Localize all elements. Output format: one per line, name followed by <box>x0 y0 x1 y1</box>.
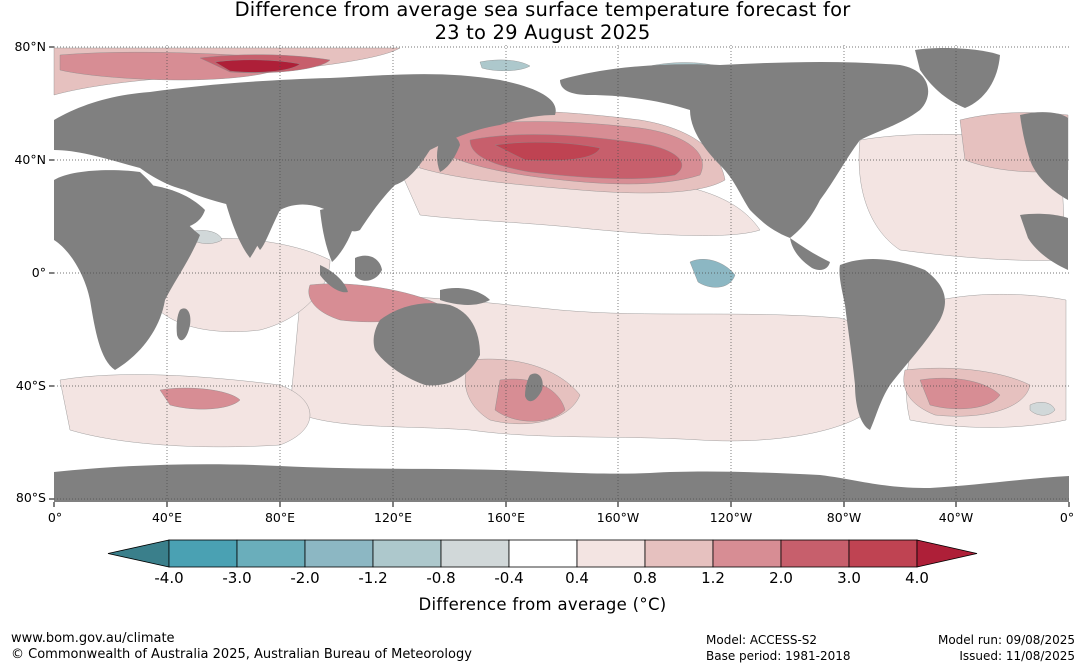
colorbar-tick-label: -0.4 <box>494 569 524 587</box>
colorbar-title: Difference from average (°C) <box>418 595 667 614</box>
graticule <box>54 45 1069 502</box>
colorbar-tick-label: -1.2 <box>358 569 388 587</box>
land-india <box>225 199 270 258</box>
lat-label-80s: 80°S <box>15 490 46 505</box>
colorbar-tick-label: -3.0 <box>222 569 252 587</box>
lon-label-160w: 160°W <box>596 510 640 525</box>
colorbar-box-3 <box>372 539 442 568</box>
colorbar-tick-label: 1.2 <box>701 569 725 587</box>
lat-label-80n: 80°N <box>14 39 46 54</box>
land-antarctica <box>54 464 1069 502</box>
colorbar-tick-label: 0.8 <box>633 569 657 587</box>
lat-label-equator: 0° <box>31 265 46 280</box>
lon-label-0-right: 0° <box>1059 510 1075 525</box>
lon-label-120e: 120°E <box>373 510 413 525</box>
land-central-america <box>790 238 830 270</box>
lon-label-40w: 40°W <box>938 510 974 525</box>
colorbar-box-5 <box>508 539 578 568</box>
anomaly-cool-equatorial-pacific <box>689 259 736 288</box>
colorbar-tick-label: 4.0 <box>905 569 929 587</box>
anomaly-cool-south-atlantic <box>1029 402 1056 416</box>
land-sumatra <box>320 265 348 293</box>
lon-label-160e: 160°E <box>486 510 526 525</box>
colorbar-box-8 <box>712 539 782 568</box>
colorbar-box-2 <box>304 539 374 568</box>
lon-label-120w: 120°W <box>709 510 753 525</box>
map-title-line1: Difference from average sea surface temp… <box>234 0 851 21</box>
lon-label-80w: 80°W <box>826 510 862 525</box>
land-indochina <box>320 208 355 262</box>
colorbar-box-7 <box>644 539 714 568</box>
anomaly-cool-arctic-pacific <box>479 59 531 71</box>
colorbar-box-10 <box>848 539 918 568</box>
land-africa <box>54 170 200 370</box>
land-north-america <box>560 61 929 238</box>
land-madagascar <box>176 308 191 341</box>
footer-model: Model: ACCESS-S2 <box>706 633 818 647</box>
footer-model-run: Model run: 09/08/2025 <box>937 633 1075 647</box>
map-title-line2: 23 to 29 August 2025 <box>434 21 651 44</box>
footer-copyright: © Commonwealth of Australia 2025, Austra… <box>11 647 472 662</box>
anomaly-warm-6-arctic-core <box>214 59 301 73</box>
lat-label-40n: 40°N <box>14 152 46 167</box>
colorbar-tick-label: -4.0 <box>154 569 184 587</box>
colorbar-arrow-low <box>107 539 170 568</box>
colorbar-box-6 <box>576 539 646 568</box>
land-eurasia <box>54 74 556 250</box>
land-greenland <box>915 47 1000 108</box>
colorbar-tick-label: -0.8 <box>426 569 456 587</box>
colorbar-box-0 <box>168 539 238 568</box>
axis-ticks <box>49 46 1070 507</box>
lat-label-40s: 40°S <box>15 378 46 393</box>
colorbar-box-1 <box>236 539 306 568</box>
lon-label-80e: 80°E <box>264 510 296 525</box>
lon-label-40e: 40°E <box>151 510 183 525</box>
land-western-europe <box>1020 112 1068 200</box>
lon-label-0-left: 0° <box>47 510 63 525</box>
anomaly-warm-1-south-indian <box>59 374 310 448</box>
land-japan <box>437 135 460 172</box>
anomaly-warm-3-indian-south <box>159 387 241 410</box>
footer-website: www.bom.gov.au/climate <box>11 631 175 646</box>
footer-issued: Issued: 11/08/2025 <box>959 649 1075 663</box>
footer-base-period: Base period: 1981-2018 <box>706 649 851 663</box>
colorbar <box>107 539 978 568</box>
anomaly-warm-5-kuroshio <box>494 141 601 161</box>
colorbar-tick-label: 0.4 <box>565 569 589 587</box>
anomaly-shading <box>53 47 1069 448</box>
land-australia <box>373 303 480 386</box>
colorbar-tick-label: 3.0 <box>837 569 861 587</box>
land-new-zealand <box>525 373 543 402</box>
land-masses <box>54 47 1069 502</box>
colorbar-arrow-high <box>916 539 978 568</box>
colorbar-tick-label: -2.0 <box>290 569 320 587</box>
land-new-guinea <box>440 288 490 305</box>
colorbar-box-4 <box>440 539 510 568</box>
land-south-america <box>839 258 945 430</box>
land-west-africa <box>1020 213 1068 270</box>
land-borneo <box>355 255 382 281</box>
land-arabia <box>150 185 205 229</box>
colorbar-tick-label: 2.0 <box>769 569 793 587</box>
colorbar-box-9 <box>780 539 850 568</box>
